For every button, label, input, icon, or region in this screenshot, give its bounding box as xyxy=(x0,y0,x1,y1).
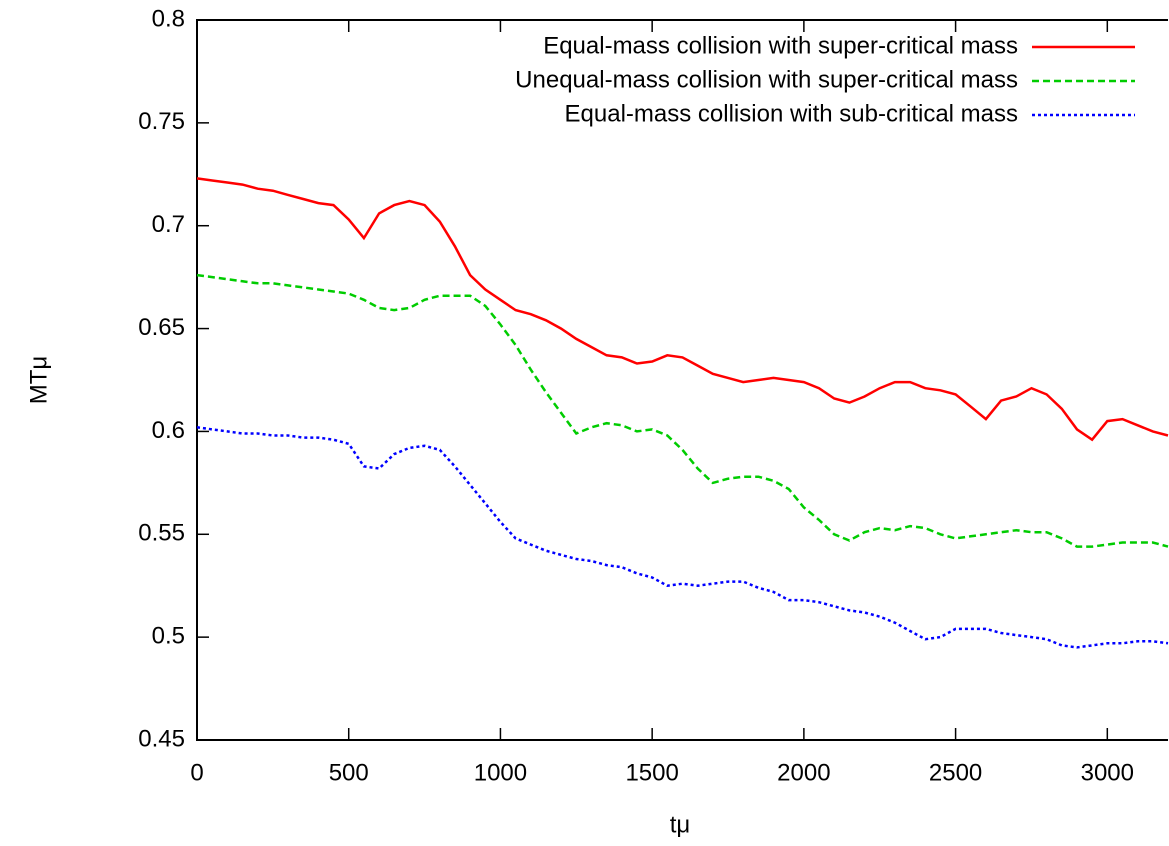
x-tick-label: 500 xyxy=(329,759,369,786)
series-line xyxy=(196,273,1169,548)
y-tick-label: 0.5 xyxy=(152,622,185,649)
x-tick-label: 2000 xyxy=(777,759,830,786)
plot-frame xyxy=(196,19,1168,741)
y-tick-label: 0.7 xyxy=(152,211,185,238)
y-tick-label: 0.75 xyxy=(138,108,185,135)
y-tick-label: 0.45 xyxy=(138,725,185,752)
x-tick-label: 2500 xyxy=(929,759,982,786)
y-tick-label: 0.65 xyxy=(138,314,185,341)
legend-label: Equal-mass collision with super-critical… xyxy=(543,32,1018,59)
y-tick-label: 0.8 xyxy=(152,5,185,32)
y-axis-label: MTμ xyxy=(25,356,52,404)
legend-label: Unequal-mass collision with super-critic… xyxy=(515,66,1018,93)
y-tick-label: 0.55 xyxy=(138,520,185,547)
x-tick-label: 3000 xyxy=(1081,759,1134,786)
legend-label: Equal-mass collision with sub-critical m… xyxy=(565,100,1018,127)
x-tick-label: 0 xyxy=(190,759,203,786)
series-line xyxy=(196,177,1169,442)
x-axis-label: tμ xyxy=(670,811,691,838)
x-tick-label: 1000 xyxy=(474,759,527,786)
series-line xyxy=(196,426,1169,649)
y-tick-label: 0.6 xyxy=(152,417,185,444)
x-tick-label: 1500 xyxy=(625,759,678,786)
